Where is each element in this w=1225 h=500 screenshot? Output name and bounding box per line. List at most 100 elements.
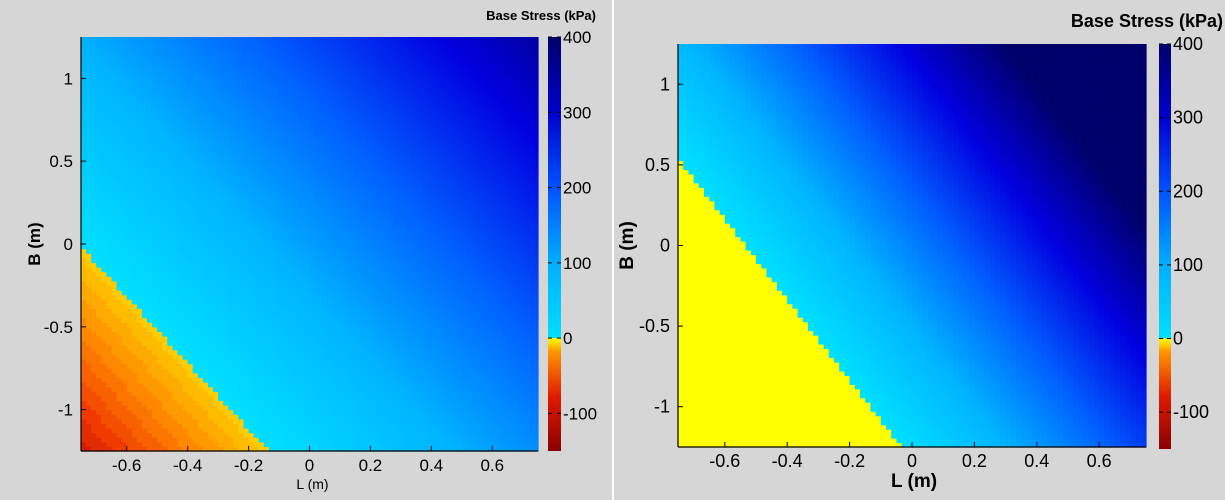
left-heatmap-cell (268, 179, 275, 185)
left-heatmap-cell (233, 354, 240, 360)
left-heatmap-cell (197, 331, 204, 337)
left-heatmap-cell (324, 110, 331, 116)
left-heatmap-cell (329, 179, 336, 185)
left-heatmap-cell (207, 142, 214, 148)
left-heatmap-cell (81, 216, 87, 222)
left-heatmap-cell (192, 368, 199, 374)
left-heatmap-cell (263, 294, 270, 300)
left-heatmap-cell (157, 225, 163, 231)
left-heatmap-cell (152, 184, 158, 190)
left-heatmap-cell (350, 138, 356, 144)
left-heatmap-cell (329, 202, 336, 208)
left-heatmap-cell (167, 207, 173, 213)
left-heatmap-cell (273, 175, 280, 181)
left-heatmap-cell (258, 101, 265, 107)
left-heatmap-cell (304, 152, 311, 158)
left-heatmap-cell (106, 78, 113, 84)
left-heatmap-cell (131, 64, 138, 70)
left-heatmap-cell (116, 386, 123, 392)
left-heatmap-cell (121, 400, 128, 406)
left-heatmap-cell (177, 290, 184, 296)
left-heatmap-cell (81, 221, 87, 227)
left-heatmap-cell (141, 124, 148, 130)
left-heatmap-cell (299, 326, 306, 332)
left-heatmap-cell (121, 428, 128, 434)
left-heatmap-cell (350, 386, 356, 392)
left-heatmap-cell (152, 221, 158, 227)
left-heatmap-cell (172, 276, 179, 282)
left-heatmap-cell (334, 290, 341, 296)
left-heatmap-cell (106, 234, 113, 240)
left-heatmap-cell (192, 285, 199, 291)
left-heatmap-cell (116, 138, 123, 144)
left-heatmap-cell (131, 244, 138, 250)
left-heatmap-cell (182, 423, 189, 429)
left-heatmap-cell (345, 359, 351, 365)
left-heatmap-cell (238, 409, 245, 415)
left-heatmap-cell (279, 60, 285, 66)
left-heatmap-cell (329, 55, 336, 61)
left-heatmap-cell (152, 262, 158, 268)
left-heatmap-cell (319, 336, 326, 342)
left-heatmap-cell (197, 46, 204, 52)
left-heatmap-cell (172, 101, 179, 107)
left-heatmap-cell (182, 271, 189, 277)
left-heatmap-cell (279, 170, 285, 176)
left-heatmap-cell (309, 405, 316, 411)
left-heatmap-cell (202, 147, 209, 153)
left-heatmap-cell (167, 202, 173, 208)
left-heatmap-cell (279, 115, 285, 121)
left-heatmap-cell (197, 78, 204, 84)
left-heatmap-cell (177, 138, 184, 144)
left-heatmap-cell (192, 225, 199, 231)
left-heatmap-cell (167, 41, 173, 47)
left-heatmap-cell (111, 345, 118, 351)
left-heatmap-cell (187, 92, 194, 98)
left-heatmap-cell (197, 276, 204, 282)
left-heatmap-cell (147, 441, 153, 447)
left-heatmap-cell (329, 359, 336, 365)
left-heatmap-cell (218, 391, 224, 397)
left-heatmap-cell (334, 441, 341, 447)
left-heatmap-cell (157, 73, 163, 79)
left-heatmap-cell (350, 317, 356, 323)
left-heatmap-cell (314, 299, 321, 305)
left-heatmap-cell (91, 73, 97, 79)
left-heatmap-cell (253, 267, 260, 273)
left-heatmap-cell (248, 317, 255, 323)
left-heatmap-cell (131, 428, 138, 434)
left-heatmap-cell (177, 221, 184, 227)
left-heatmap-cell (360, 423, 366, 429)
left-heatmap-cell (233, 313, 240, 319)
left-heatmap-cell (324, 267, 331, 273)
left-heatmap-cell (81, 110, 87, 116)
left-heatmap-cell (355, 92, 361, 98)
left-heatmap-cell (299, 280, 306, 286)
left-heatmap-cell (258, 165, 265, 171)
left-heatmap-cell (207, 280, 214, 286)
left-heatmap-cell (273, 428, 280, 434)
left-heatmap-cell (96, 165, 102, 171)
left-heatmap-cell (334, 207, 341, 213)
left-heatmap-cell (172, 326, 179, 332)
left-heatmap-cell (314, 55, 321, 61)
left-heatmap-cell (213, 96, 219, 102)
left-heatmap-cell (152, 119, 158, 125)
left-heatmap-cell (314, 211, 321, 217)
left-heatmap-cell (294, 234, 300, 240)
left-heatmap-cell (131, 248, 138, 254)
left-heatmap-cell (273, 336, 280, 342)
left-heatmap-cell (136, 386, 143, 392)
left-heatmap-cell (324, 92, 331, 98)
left-heatmap-cell (329, 414, 336, 420)
left-heatmap-cell (314, 317, 321, 323)
left-heatmap-cell (202, 377, 209, 383)
left-heatmap-cell (339, 138, 346, 144)
left-heatmap-cell (96, 377, 102, 383)
left-heatmap-cell (177, 372, 184, 378)
left-heatmap-cell (131, 326, 138, 332)
left-heatmap-cell (248, 437, 255, 443)
left-heatmap-cell (304, 216, 311, 222)
left-heatmap-cell (157, 299, 163, 305)
left-heatmap-cell (284, 234, 290, 240)
